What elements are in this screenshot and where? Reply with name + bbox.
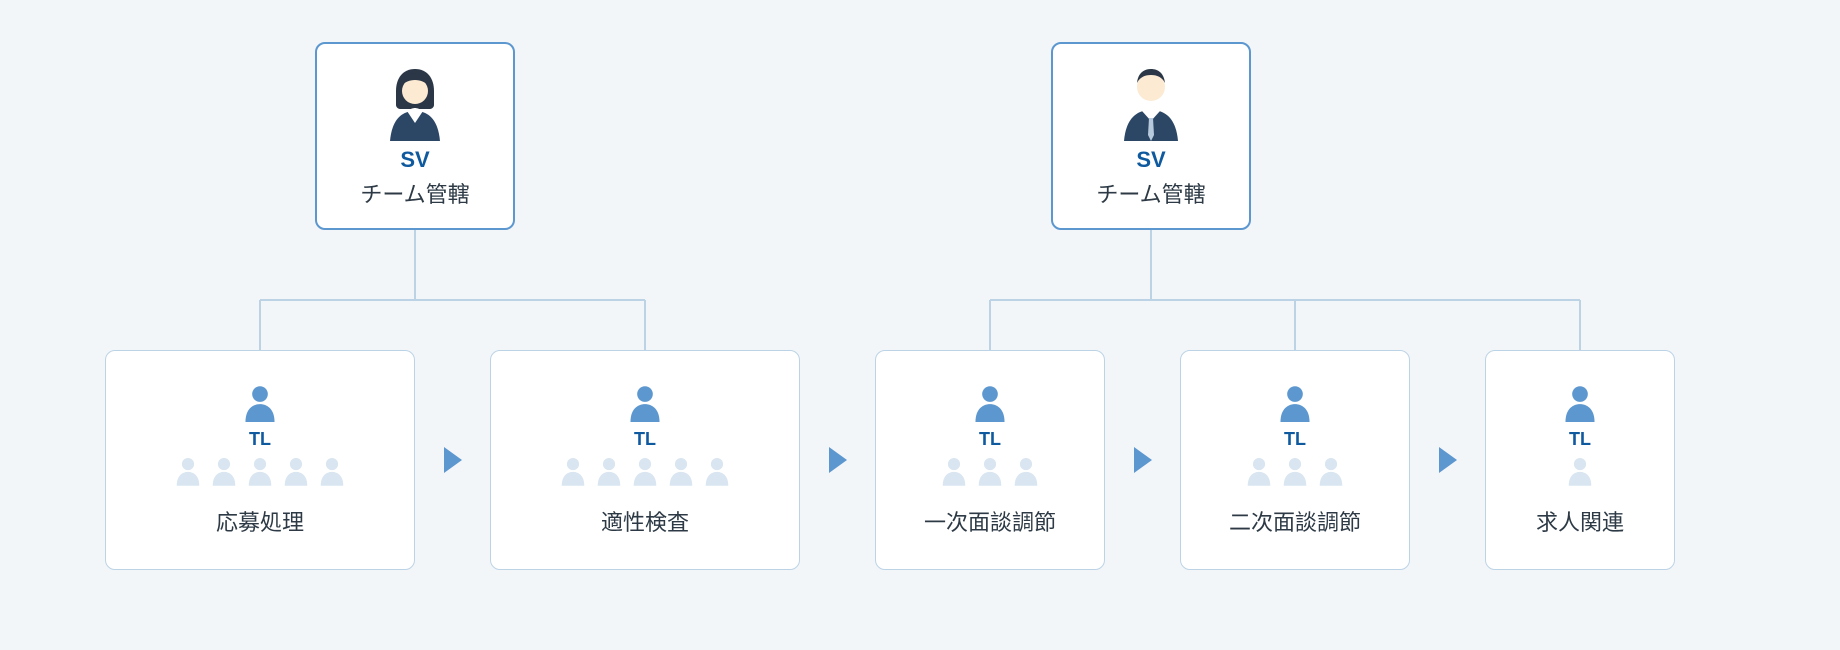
tl-members bbox=[560, 456, 730, 491]
sv-person-icon bbox=[1116, 63, 1186, 141]
tl-role-label: TL bbox=[1569, 429, 1591, 450]
tl-person-icon bbox=[973, 384, 1007, 427]
tl-node: TL 適性検査 bbox=[490, 350, 800, 570]
tl-node: TL 求人関連 bbox=[1485, 350, 1675, 570]
flow-arrow-icon bbox=[1439, 447, 1457, 473]
sv-role-label: SV bbox=[400, 147, 429, 173]
flow-arrow-icon bbox=[829, 447, 847, 473]
member-icon bbox=[283, 456, 309, 491]
tl-task-label: 適性検査 bbox=[601, 505, 689, 537]
org-chart-canvas: SV チーム管轄 SV チーム管轄 TL 応募処理 TL bbox=[0, 0, 1840, 650]
sv-sub-label: チーム管轄 bbox=[360, 177, 469, 209]
tl-role-label: TL bbox=[1284, 429, 1306, 450]
tl-person-icon bbox=[628, 384, 662, 427]
member-icon bbox=[1567, 456, 1593, 491]
member-icon bbox=[1282, 456, 1308, 491]
flow-arrow-icon bbox=[444, 447, 462, 473]
member-icon bbox=[977, 456, 1003, 491]
tl-person-icon bbox=[1563, 384, 1597, 427]
tl-role-label: TL bbox=[979, 429, 1001, 450]
sv-sub-label: チーム管轄 bbox=[1096, 177, 1205, 209]
tl-task-label: 応募処理 bbox=[216, 505, 304, 537]
tl-person-icon bbox=[1278, 384, 1312, 427]
tl-members bbox=[175, 456, 345, 491]
tl-task-label: 求人関連 bbox=[1536, 505, 1624, 537]
tl-task-label: 一次面談調節 bbox=[924, 505, 1056, 537]
member-icon bbox=[704, 456, 730, 491]
member-icon bbox=[596, 456, 622, 491]
tl-role-label: TL bbox=[249, 429, 271, 450]
tl-members bbox=[941, 456, 1039, 491]
tl-node: TL 二次面談調節 bbox=[1180, 350, 1410, 570]
tl-members bbox=[1246, 456, 1344, 491]
member-icon bbox=[632, 456, 658, 491]
member-icon bbox=[1246, 456, 1272, 491]
tl-person-icon bbox=[243, 384, 277, 427]
tl-role-label: TL bbox=[634, 429, 656, 450]
sv-node: SV チーム管轄 bbox=[1051, 42, 1251, 230]
member-icon bbox=[668, 456, 694, 491]
member-icon bbox=[1013, 456, 1039, 491]
connector-line bbox=[260, 230, 645, 350]
tl-node: TL 一次面談調節 bbox=[875, 350, 1105, 570]
member-icon bbox=[560, 456, 586, 491]
connector-line bbox=[990, 230, 1580, 350]
member-icon bbox=[247, 456, 273, 491]
sv-node: SV チーム管轄 bbox=[315, 42, 515, 230]
tl-members bbox=[1567, 456, 1593, 491]
member-icon bbox=[941, 456, 967, 491]
member-icon bbox=[175, 456, 201, 491]
member-icon bbox=[211, 456, 237, 491]
sv-role-label: SV bbox=[1136, 147, 1165, 173]
member-icon bbox=[319, 456, 345, 491]
sv-person-icon bbox=[380, 63, 450, 141]
member-icon bbox=[1318, 456, 1344, 491]
tl-task-label: 二次面談調節 bbox=[1229, 505, 1361, 537]
flow-arrow-icon bbox=[1134, 447, 1152, 473]
tl-node: TL 応募処理 bbox=[105, 350, 415, 570]
